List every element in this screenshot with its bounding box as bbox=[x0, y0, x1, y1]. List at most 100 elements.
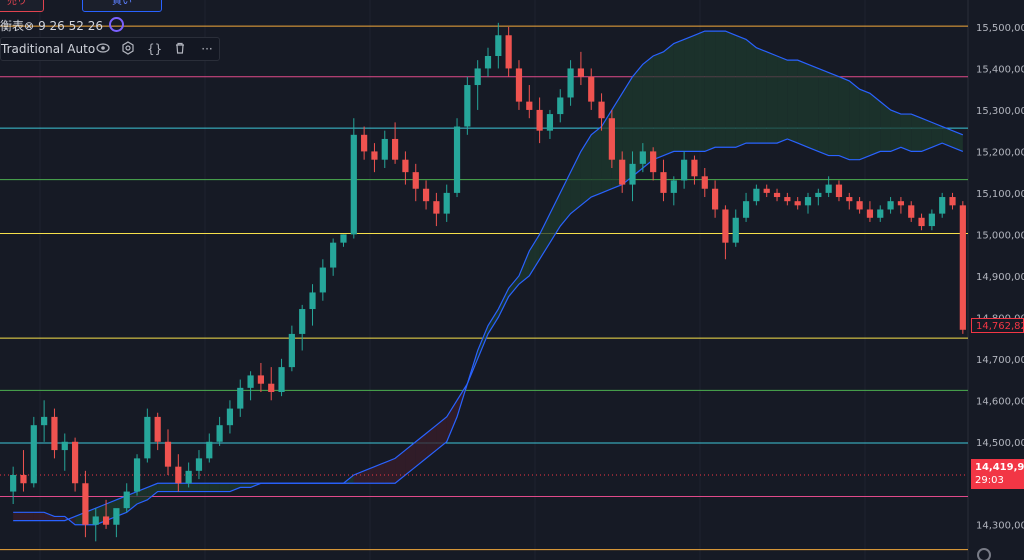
candle-body bbox=[784, 197, 790, 201]
candle-body bbox=[433, 201, 439, 213]
candle-body bbox=[175, 467, 181, 484]
cloud-segment bbox=[725, 31, 735, 147]
indicator-legend: 衡表⊗ 9 26 52 26 bbox=[0, 17, 124, 35]
candle-body bbox=[949, 197, 955, 205]
candle-body bbox=[51, 417, 57, 450]
candle-body bbox=[660, 172, 666, 193]
code-icon[interactable]: {} bbox=[147, 41, 161, 57]
candle-body bbox=[547, 114, 553, 131]
candle-body bbox=[371, 151, 377, 159]
cloud-segment bbox=[756, 48, 766, 143]
axis-settings-icon[interactable] bbox=[977, 548, 991, 560]
candle-body bbox=[217, 425, 223, 442]
candle-body bbox=[320, 268, 326, 293]
y-tick-label: 14,900,00 bbox=[976, 272, 1024, 283]
current-price-tag: 14,419,96 29:03 bbox=[971, 459, 1024, 489]
candle-body bbox=[134, 458, 140, 491]
candle-body bbox=[475, 68, 481, 85]
cloud-segment bbox=[529, 234, 539, 275]
candle-body bbox=[867, 209, 873, 217]
candle-body bbox=[939, 197, 945, 214]
candle-body bbox=[681, 160, 687, 181]
cloud-segment bbox=[777, 56, 787, 143]
cloud-segment bbox=[798, 60, 808, 147]
candle-body bbox=[619, 160, 625, 185]
cloud-segment bbox=[891, 110, 901, 151]
cloud-segment bbox=[653, 52, 663, 160]
candle-body bbox=[629, 164, 635, 185]
candle-body bbox=[268, 384, 274, 392]
cloud-segment bbox=[715, 31, 725, 147]
cloud-segment bbox=[787, 60, 797, 143]
candle-body bbox=[155, 417, 161, 442]
settings-icon[interactable] bbox=[121, 41, 135, 57]
candle-body bbox=[278, 367, 284, 392]
candle-body bbox=[72, 442, 78, 483]
candle-body bbox=[753, 189, 759, 201]
buy-button[interactable]: 買い bbox=[82, 0, 162, 12]
candle-body bbox=[898, 201, 904, 205]
candle-body bbox=[41, 417, 47, 425]
cloud-segment bbox=[839, 77, 849, 160]
candle-body bbox=[712, 189, 718, 210]
sell-button[interactable]: 売り bbox=[0, 0, 44, 12]
candle-body bbox=[330, 243, 336, 268]
candle-body bbox=[516, 68, 522, 101]
candle-body bbox=[464, 85, 470, 126]
candle-body bbox=[537, 110, 543, 131]
cloud-segment bbox=[643, 56, 653, 168]
candle-body bbox=[640, 151, 646, 163]
trash-icon[interactable] bbox=[173, 41, 187, 57]
candle-body bbox=[598, 102, 604, 119]
candle-body bbox=[289, 334, 295, 367]
candle-body bbox=[82, 483, 88, 524]
cloud-segment bbox=[488, 309, 498, 334]
current-price-value: 14,419,96 bbox=[975, 461, 1024, 474]
y-tick-label: 15,000,00 bbox=[976, 230, 1024, 241]
candle-body bbox=[650, 151, 656, 172]
candle-body bbox=[10, 475, 16, 492]
candle-body bbox=[340, 234, 346, 242]
indicator-toolbar: Traditional Auto {} ··· bbox=[0, 37, 220, 61]
indicator-label: Traditional Auto bbox=[1, 40, 95, 58]
cloud-segment bbox=[395, 450, 405, 483]
cloud-segment bbox=[426, 425, 436, 458]
cloud-segment bbox=[54, 516, 64, 520]
candle-body bbox=[691, 160, 697, 177]
candle-body bbox=[20, 475, 26, 483]
indicator-color-icon[interactable] bbox=[109, 17, 124, 32]
candle-body bbox=[877, 209, 883, 217]
y-tick-label: 15,200,00 bbox=[976, 147, 1024, 158]
cloud-segment bbox=[23, 512, 33, 520]
y-tick-label: 14,300,00 bbox=[976, 521, 1024, 532]
candle-body bbox=[908, 205, 914, 217]
eye-icon[interactable] bbox=[96, 41, 110, 57]
candle-body bbox=[392, 139, 398, 160]
cloud-segment bbox=[860, 89, 870, 160]
candle-body bbox=[227, 409, 233, 426]
cloud-segment bbox=[189, 483, 199, 491]
candle-body bbox=[846, 197, 852, 201]
cloud-segment bbox=[540, 214, 550, 260]
cloud-segment bbox=[199, 483, 209, 491]
cloud-segment bbox=[694, 31, 704, 151]
cloud-segment bbox=[591, 127, 601, 198]
y-tick-label: 15,400,00 bbox=[976, 64, 1024, 75]
cloud-segment bbox=[746, 39, 756, 143]
cloud-segment bbox=[178, 483, 188, 491]
candle-body bbox=[196, 458, 202, 470]
y-tick-label: 14,700,00 bbox=[976, 355, 1024, 366]
cloud-segment bbox=[684, 35, 694, 151]
cloud-segment bbox=[405, 442, 415, 475]
candle-body bbox=[382, 139, 388, 160]
last-price-tag: 14,762,82 bbox=[971, 318, 1024, 333]
cloud-segment bbox=[13, 512, 23, 520]
more-icon[interactable]: ··· bbox=[198, 41, 216, 57]
cloud-segment bbox=[818, 68, 828, 155]
candle-body bbox=[764, 189, 770, 193]
candle-body bbox=[733, 218, 739, 243]
candle-body bbox=[423, 189, 429, 201]
y-tick-label: 14,600,00 bbox=[976, 396, 1024, 407]
candle-body bbox=[722, 209, 728, 242]
